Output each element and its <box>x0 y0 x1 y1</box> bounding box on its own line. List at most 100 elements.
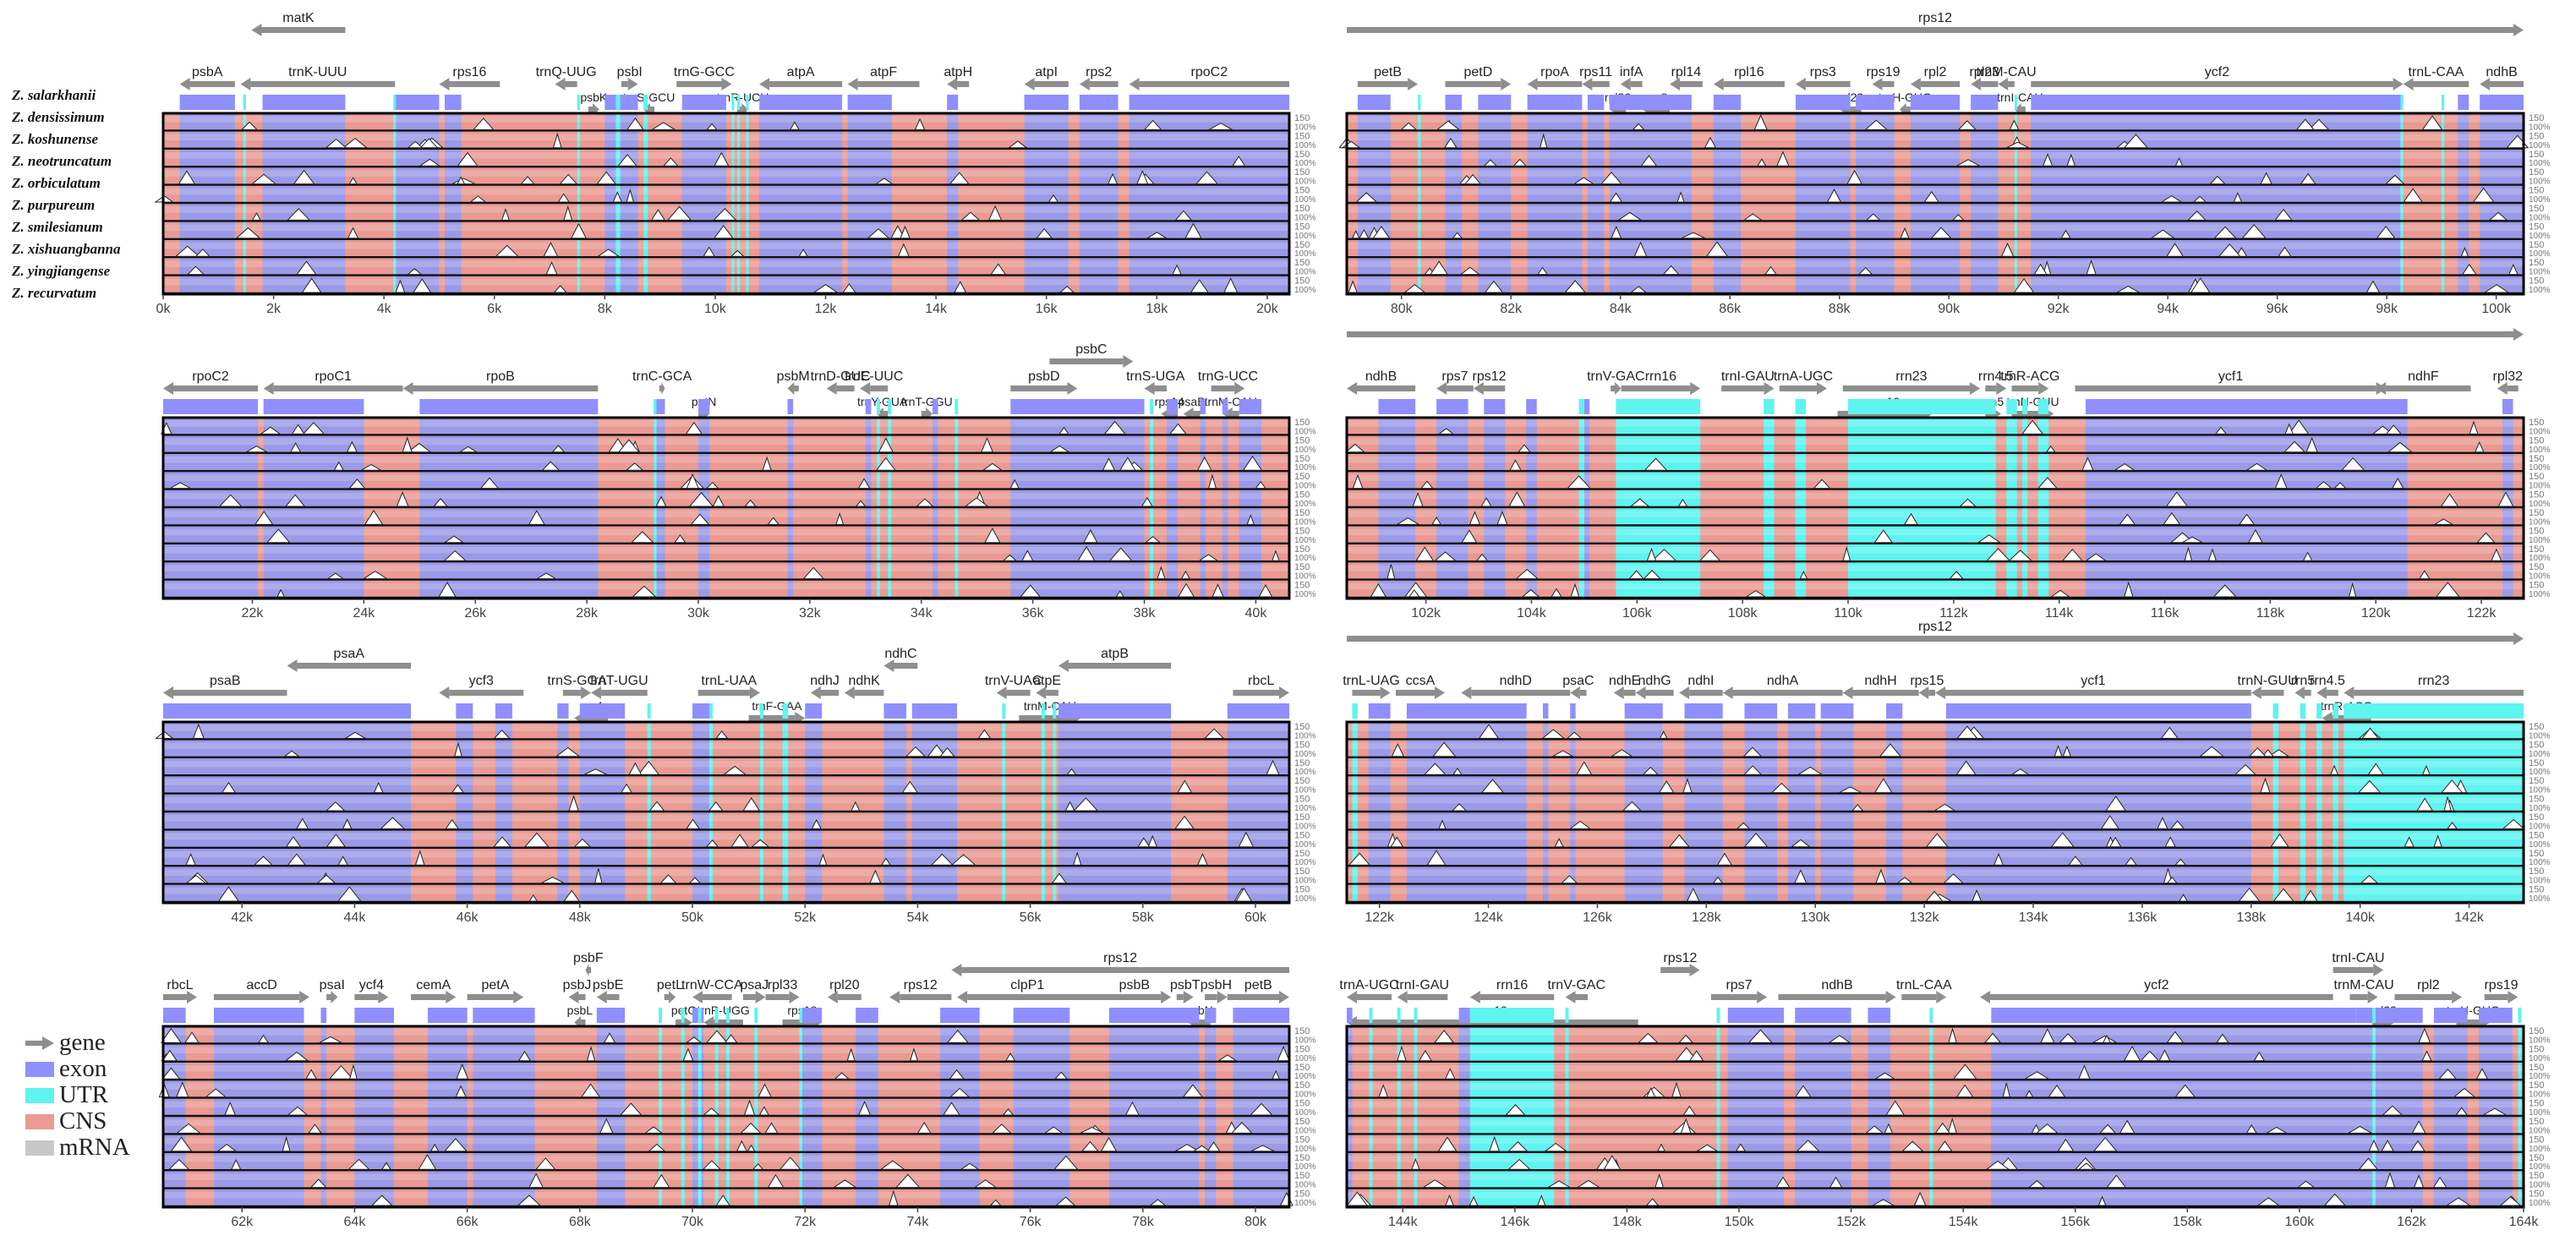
divergence-dip <box>2323 1193 2347 1206</box>
divergence-dip <box>2123 581 2134 598</box>
scale-label: 150 <box>1294 740 1310 750</box>
gene-arrowhead <box>810 686 821 699</box>
divergence-dip <box>1372 225 1391 239</box>
gene-arrow <box>2413 81 2469 87</box>
divergence-dip <box>1480 779 1505 794</box>
mrna-swatch <box>25 1140 54 1156</box>
gene-label: petL <box>657 978 683 992</box>
scale-label: 100% <box>1294 1181 1316 1190</box>
gene-arrow <box>606 994 620 1000</box>
gene-arrow <box>782 1020 812 1025</box>
axis-tick-label: 80k <box>1391 302 1414 316</box>
divergence-dip <box>553 285 568 293</box>
gene-arrowhead <box>1408 78 1419 90</box>
divergence-dip <box>1846 169 1863 185</box>
gene-arrow <box>449 81 500 87</box>
gene-arrowhead <box>2497 382 2508 395</box>
divergence-dip <box>2508 263 2519 276</box>
divergence-dip <box>1021 549 1034 561</box>
utr-box <box>1150 399 1154 414</box>
divergence-dip <box>2260 777 2271 794</box>
divergence-dip <box>1695 1144 1720 1152</box>
scale-label: 150 <box>2529 490 2544 500</box>
gene-label: rps2 <box>1086 65 1112 79</box>
scale-label: 150 <box>2529 867 2544 877</box>
divergence-dip <box>2348 582 2357 598</box>
divergence-dip <box>705 839 719 848</box>
gene-arrow <box>1046 690 1058 696</box>
divergence-dip <box>359 463 383 471</box>
divergence-dip <box>612 191 623 203</box>
utr-box <box>681 1008 685 1023</box>
divergence-dip <box>528 510 545 525</box>
divergence-dip <box>1054 1071 1069 1080</box>
gene-arrowhead <box>2393 78 2404 90</box>
divergence-dip <box>1851 804 1864 812</box>
gene-arrow <box>1779 385 1818 391</box>
axis-tick-label: 60k <box>1244 910 1267 925</box>
exon-box <box>1713 95 1742 110</box>
divergence-dip <box>1173 1144 1200 1152</box>
divergence-dip <box>1238 831 1255 848</box>
divergence-dip <box>2265 1126 2289 1134</box>
gene-arrow <box>1357 81 1408 87</box>
divergence-dip <box>1551 588 1562 598</box>
gene-arrow <box>1985 385 1997 391</box>
axis-tick-label: 160k <box>2285 1215 2316 1229</box>
utr-box <box>1053 703 1057 719</box>
divergence-dip <box>301 277 322 293</box>
axis-tick-label: 72k <box>794 1215 817 1229</box>
gene-arrowhead <box>2513 24 2524 36</box>
scale-label: 150 <box>2529 472 2544 482</box>
divergence-dip <box>217 886 240 902</box>
gene-arrow <box>1352 690 1381 696</box>
divergence-dip <box>949 1069 965 1080</box>
scale-label: 150 <box>2529 204 2544 214</box>
divergence-dip <box>2013 278 2035 293</box>
divergence-dip <box>1567 475 1592 489</box>
scale-label: 150 <box>2529 830 2544 840</box>
utr-box <box>2272 703 2278 719</box>
divergence-dip <box>2476 532 2496 544</box>
divergence-dip <box>2092 1136 2118 1152</box>
divergence-dip <box>2409 1140 2426 1152</box>
divergence-dip <box>543 242 559 257</box>
divergence-dip <box>370 1195 393 1206</box>
divergence-dip <box>2098 1124 2117 1134</box>
axis-tick-label: 42k <box>231 910 254 925</box>
divergence-dip <box>1395 517 1420 525</box>
scale-label: 150 <box>2529 562 2544 572</box>
divergence-dip <box>736 1140 747 1152</box>
gene-arrow <box>820 690 840 696</box>
divergence-dip <box>178 170 196 185</box>
scale-label: 100% <box>1294 178 1316 187</box>
gene-arrow <box>1483 385 1506 391</box>
divergence-dip <box>2102 1034 2112 1043</box>
divergence-dip <box>2027 1179 2046 1189</box>
gene-arrowhead <box>1024 78 1035 90</box>
divergence-dip <box>346 440 358 453</box>
scale-label: 150 <box>1294 758 1310 768</box>
exon-box <box>428 1008 468 1023</box>
axis-tick-label: 14k <box>925 302 948 316</box>
exon-box <box>1445 95 1462 110</box>
lane-highlight <box>163 260 1289 267</box>
divergence-dip <box>552 132 562 149</box>
exon-box <box>163 703 287 719</box>
divergence-dip <box>954 281 967 293</box>
divergence-dip <box>2303 889 2318 902</box>
scale-label: 150 <box>2529 1153 2544 1163</box>
divergence-dip <box>1901 1140 1924 1152</box>
exon-box <box>1205 1008 1217 1023</box>
gene-arrowhead <box>1380 686 1391 699</box>
gene-arrowhead <box>1935 686 1945 699</box>
divergence-dip <box>302 422 325 435</box>
gene-arrow <box>659 385 662 391</box>
gene-arrow <box>1097 994 1162 1000</box>
exon-box <box>1378 399 1416 414</box>
gene-label: rpoB <box>486 369 515 384</box>
gene-arrowhead <box>1347 991 1357 1003</box>
lane-highlight <box>1347 724 2524 731</box>
panel-frame <box>1345 1025 2525 1209</box>
divergence-dip <box>2260 172 2272 185</box>
